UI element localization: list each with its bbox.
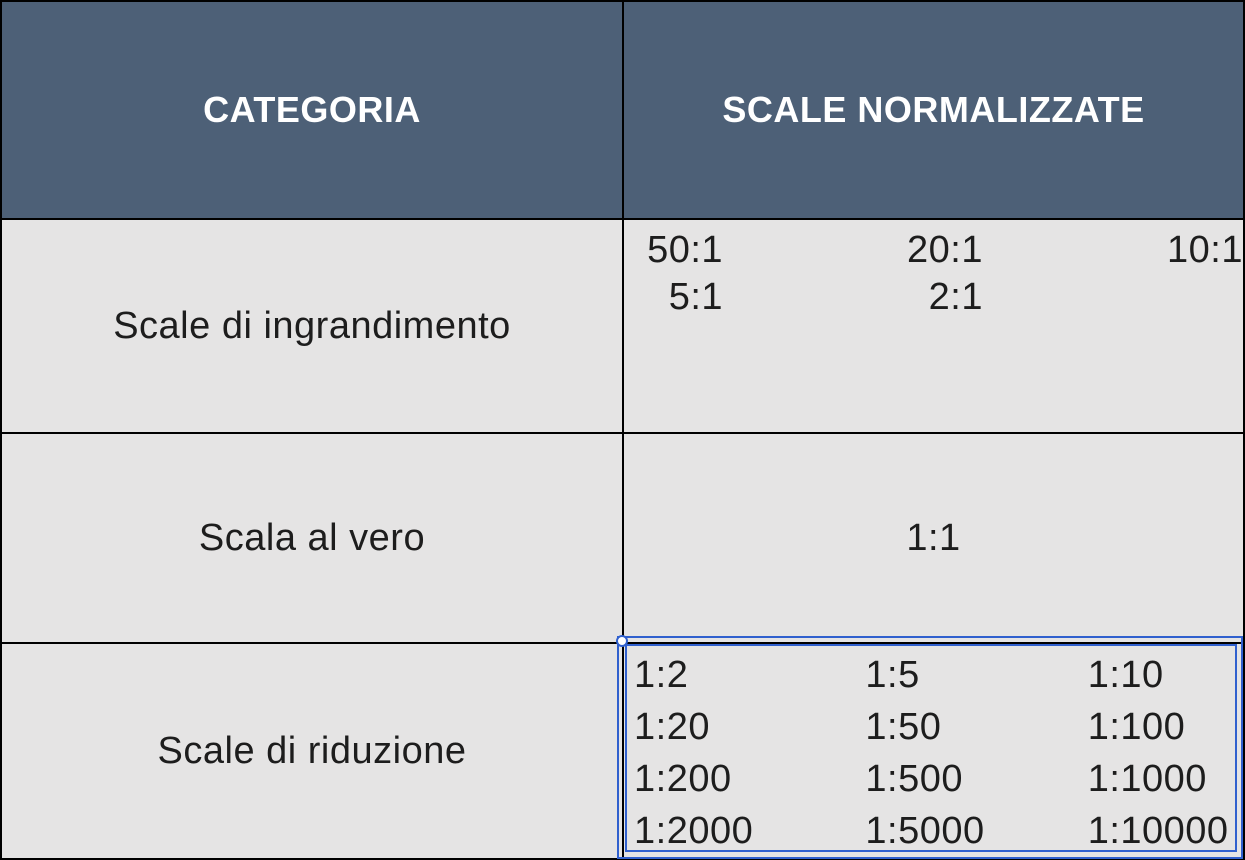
scale-value: 1:5000 <box>865 810 985 852</box>
ingrandimento-values-line-1: 50:1 20:1 10:1 <box>624 227 1243 274</box>
scale-value: 1:500 <box>865 758 963 800</box>
scale-value: 10:1 <box>1167 229 1243 271</box>
header-cell-scale-normalizzate[interactable]: SCALE NORMALIZZATE <box>624 2 1243 218</box>
scale-value <box>983 274 1243 321</box>
cell-riduzione-category[interactable]: Scale di riduzione <box>2 644 622 858</box>
cell-ingrandimento-category[interactable]: Scale di ingrandimento <box>2 220 622 432</box>
scale-value: 1:1000 <box>1087 758 1207 800</box>
riduzione-values-line-4: 1:2000 1:5000 1:10000 <box>634 805 1243 857</box>
scale-value: 1:2 <box>634 654 689 696</box>
riduzione-values-line-2: 1:20 1:50 1:100 <box>634 701 1243 753</box>
cell-vero-values[interactable]: 1:1 <box>624 434 1243 642</box>
header-label-scale-normalizzate: SCALE NORMALIZZATE <box>722 89 1145 130</box>
scale-value: 50:1 <box>647 229 724 271</box>
scale-value: 1:2000 <box>634 810 754 852</box>
selection-resize-handle[interactable] <box>616 635 628 647</box>
scale-value: 1:100 <box>1087 706 1186 748</box>
scale-value: 1:10000 <box>1087 810 1229 852</box>
header-cell-categoria[interactable]: CATEGORIA <box>2 2 622 218</box>
scale-value: 1:200 <box>634 758 732 800</box>
scale-value: 1:10 <box>1087 654 1164 696</box>
scale-value: 1:20 <box>634 706 710 748</box>
scale-value: 1:50 <box>865 706 942 748</box>
vero-label: Scala al vero <box>198 516 426 559</box>
scale-value: 1:5 <box>865 654 920 696</box>
cell-ingrandimento-values[interactable]: 50:1 20:1 10:1 5:1 2:1 <box>624 220 1243 432</box>
scale-value: 20:1 <box>907 229 983 271</box>
riduzione-values-line-1: 1:2 1:5 1:10 <box>634 649 1243 701</box>
ingrandimento-values-line-2: 5:1 2:1 <box>624 274 1243 321</box>
scale-value: 5:1 <box>668 276 724 318</box>
ingrandimento-label: Scale di ingrandimento <box>113 304 511 347</box>
cell-riduzione-values[interactable]: 1:2 1:5 1:10 1:20 1:50 1:100 1:200 1:500… <box>624 644 1243 858</box>
cell-vero-category[interactable]: Scala al vero <box>2 434 622 642</box>
riduzione-values-line-3: 1:200 1:500 1:1000 <box>634 753 1243 805</box>
scale-value: 2:1 <box>928 276 983 318</box>
riduzione-label: Scale di riduzione <box>157 729 467 772</box>
header-label-categoria: CATEGORIA <box>203 89 421 130</box>
scale-value: 1:1 <box>906 516 961 559</box>
